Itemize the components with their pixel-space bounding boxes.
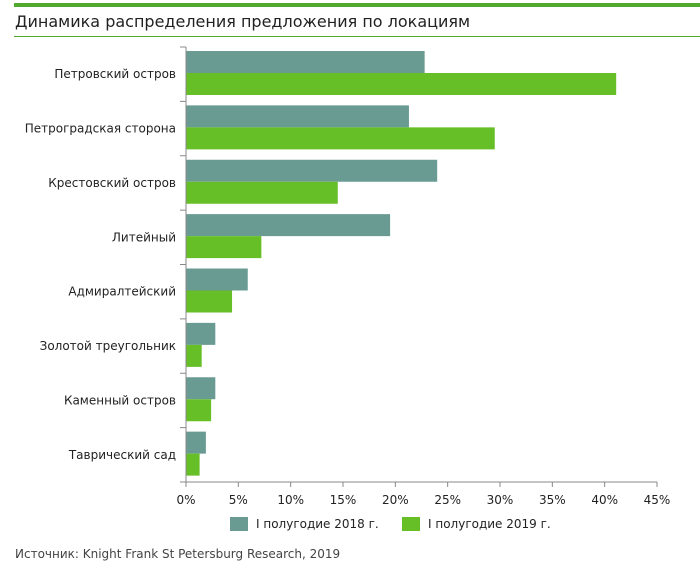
x-tick-label: 0% [176,493,195,507]
source-note: Источник: Knight Frank St Petersburg Res… [15,547,341,561]
bar-2019 [186,181,338,204]
category-label: Петровский остров [54,67,176,81]
chart-title: Динамика распределения предложения по ло… [15,12,471,31]
category-label: Таврический сад [68,448,176,462]
bar-2019 [186,127,495,150]
legend-label-2018: I полугодие 2018 г. [256,517,379,531]
category-label: Золотой треугольник [40,339,176,353]
category-label: Крестовский остров [48,176,176,190]
x-tick-label: 35% [539,493,566,507]
x-tick-label: 40% [591,493,618,507]
x-tick-label: 25% [434,493,461,507]
bar-2018 [186,51,425,73]
legend-swatch-2018 [230,517,248,531]
bar-2018 [186,159,438,182]
bar-2018 [186,377,216,400]
bar-2018 [186,431,206,454]
x-tick-label: 30% [487,493,514,507]
bar-2019 [186,399,212,422]
x-tick-label: 15% [330,493,357,507]
bar-2019 [186,73,617,95]
legend-item-2018: I полугодие 2018 г. [230,517,379,531]
legend-item-2019: I полугодие 2019 г. [402,517,551,531]
x-tick-label: 45% [644,493,671,507]
x-tick-label: 20% [382,493,409,507]
x-tick-label: 5% [229,493,248,507]
bar-2019 [186,453,200,476]
bar-2018 [186,214,391,237]
category-label: Петроградская сторона [25,122,176,136]
category-label: Адмиралтейский [68,285,176,299]
category-label: Каменный остров [64,393,176,407]
title-rule [14,36,700,37]
legend-label-2019: I полугодие 2019 г. [428,517,551,531]
bar-2018 [186,268,248,291]
top-accent-bar [14,3,700,7]
bar-2018 [186,322,216,345]
legend-swatch-2019 [402,517,420,531]
bar-2018 [186,105,409,128]
bar-2019 [186,290,233,313]
bar-2019 [186,344,202,367]
x-tick-label: 10% [277,493,304,507]
category-label: Литейный [112,230,176,244]
bar-2019 [186,236,262,259]
